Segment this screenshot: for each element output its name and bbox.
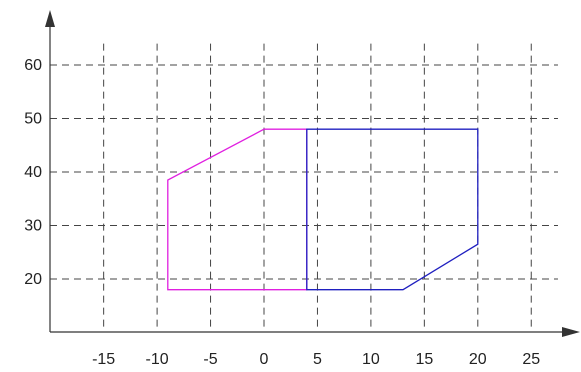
y-tick-label: 60 [24, 57, 42, 74]
axes [45, 10, 580, 337]
x-axis-arrow [562, 327, 580, 337]
y-tick-label: 40 [24, 164, 42, 181]
series-polygon-0 [167, 128, 308, 291]
grid [50, 43, 558, 332]
y-axis-arrow [45, 10, 55, 27]
x-tick-label: -5 [203, 351, 217, 368]
x-tick-label: -15 [92, 351, 115, 368]
y-tick-label: 50 [24, 111, 42, 128]
x-tick-label: 20 [469, 351, 487, 368]
series-layer [167, 128, 479, 291]
x-tick-label: 10 [362, 351, 380, 368]
x-tick-label: 25 [522, 351, 540, 368]
y-tick-label: 20 [24, 271, 42, 288]
y-tick-label: 30 [24, 218, 42, 235]
x-tick-label: -10 [146, 351, 169, 368]
tick-labels: -15 -10 -5 0 5 10 15 20 25 20 30 40 50 60 [24, 57, 540, 368]
x-tick-label: 5 [313, 351, 322, 368]
x-tick-label: 0 [260, 351, 269, 368]
series-polygon-1 [306, 128, 479, 291]
x-tick-label: 15 [415, 351, 433, 368]
